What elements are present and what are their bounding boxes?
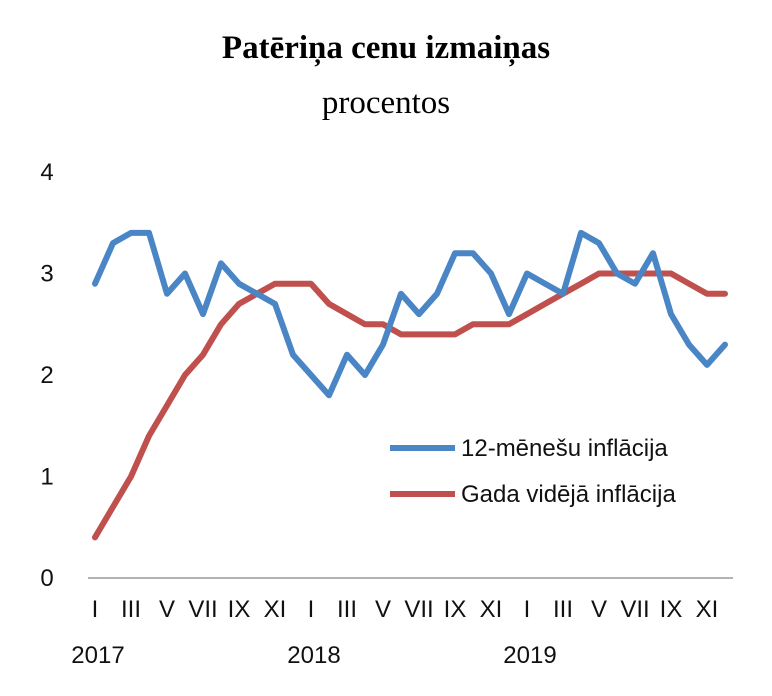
x-tick-label: VII	[620, 596, 649, 623]
y-tick-label: 1	[40, 464, 53, 491]
x-tick-label: IX	[660, 596, 683, 623]
legend-label: Gada vidējā inflācija	[461, 481, 676, 508]
x-tick-label: I	[308, 596, 315, 623]
x-tick-label: XI	[696, 596, 719, 623]
chart-subtitle: procentos	[321, 85, 451, 121]
x-tick-label: III	[121, 596, 141, 623]
chart-title: Patēriņa cenu izmaiņas	[221, 30, 551, 66]
x-year-label: 2018	[287, 642, 340, 669]
y-tick-label: 2	[40, 362, 53, 389]
x-tick-label: I	[92, 596, 99, 623]
y-tick-label: 4	[40, 159, 53, 186]
x-tick-label: XI	[480, 596, 503, 623]
x-tick-label: VII	[188, 596, 217, 623]
x-tick-label: XI	[264, 596, 287, 623]
series-lines	[92, 229, 728, 541]
x-tick-label: V	[159, 596, 175, 623]
x-axis-ticks: I III V VII IX XI I III V VII IX XI I III V VII IX XI	[92, 596, 719, 623]
x-tick-label: I	[524, 596, 531, 623]
x-tick-label: IX	[228, 596, 251, 623]
x-year-label: 2019	[503, 642, 556, 669]
x-tick-label: III	[553, 596, 573, 623]
x-tick-label: V	[591, 596, 607, 623]
y-tick-label: 3	[40, 261, 53, 288]
x-tick-label: III	[337, 596, 357, 623]
x-tick-label: V	[375, 596, 391, 623]
legend-label: 12-mēnešu inflācija	[461, 435, 668, 462]
y-axis-ticks: 0 1 2 3 4	[40, 159, 53, 592]
series-line-12-month-inflation	[92, 229, 728, 399]
x-year-label: 2017	[71, 642, 124, 669]
x-tick-label: VII	[404, 596, 433, 623]
legend: 12-mēnešu inflācija Gada vidējā inflācija	[390, 435, 676, 508]
x-axis-year-labels: 2017 2018 2019	[71, 642, 556, 669]
x-tick-label: IX	[444, 596, 467, 623]
y-tick-label: 0	[40, 565, 53, 592]
